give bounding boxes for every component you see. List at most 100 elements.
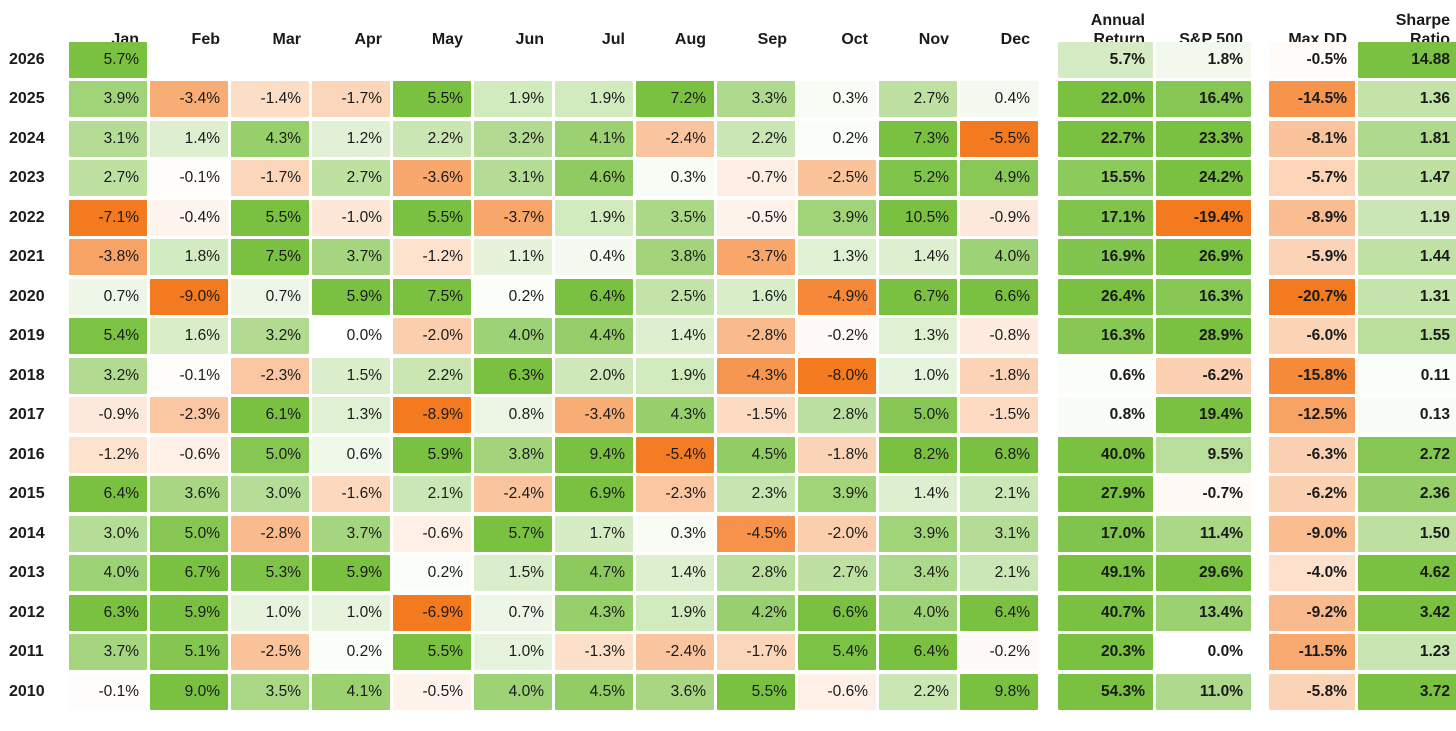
annual-return-cell: 27.9% (1058, 476, 1153, 512)
sp500-cell: 11.4% (1156, 515, 1251, 552)
monthly-cell: 4.0% (474, 318, 552, 354)
monthly-cell: 1.7% (555, 515, 633, 552)
year-label-2015: 2015 (9, 485, 45, 502)
column-spacer (1254, 516, 1266, 552)
monthly-cell: -1.7% (231, 160, 309, 196)
annual-return-cell: 49.1% (1058, 555, 1153, 591)
monthly-cell: -2.8% (231, 515, 309, 552)
monthly-cell: -4.9% (798, 278, 876, 315)
month-header-sep: Sep (757, 30, 787, 48)
year-label-2014: 2014 (9, 524, 45, 542)
monthly-cell: 0.2% (798, 120, 876, 157)
monthly-cell: -3.6% (393, 160, 471, 196)
annual-return-cell: 26.4% (1058, 278, 1153, 315)
annual-return-cell: 22.7% (1058, 120, 1153, 157)
sharpe-cell: 2.36 (1358, 476, 1456, 512)
monthly-cell: -0.1% (150, 357, 228, 394)
monthly-cell: 1.5% (474, 555, 552, 591)
monthly-cell: 5.9% (393, 436, 471, 473)
monthly-cell: 2.5% (636, 278, 714, 315)
monthly-cell: 5.7% (69, 41, 147, 78)
monthly-cell: 6.4% (555, 278, 633, 315)
monthly-cell (879, 42, 957, 78)
monthly-cell: 10.5% (879, 199, 957, 236)
year-label-2010: 2010 (9, 682, 45, 700)
monthly-cell: 5.0% (231, 436, 309, 473)
year-label-2023: 2023 (9, 169, 45, 186)
annual-return-cell: 40.0% (1058, 436, 1153, 473)
monthly-cell: 1.8% (150, 239, 228, 275)
year-label-2024: 2024 (9, 129, 45, 147)
monthly-cell: -0.9% (69, 397, 147, 433)
column-spacer (1254, 42, 1266, 78)
monthly-cell: 2.7% (312, 160, 390, 196)
monthly-cell: 6.1% (231, 397, 309, 433)
monthly-cell: -4.5% (717, 515, 795, 552)
year-label-2022: 2022 (9, 208, 45, 226)
year-label-2020: 2020 (9, 287, 45, 305)
monthly-cell: 3.1% (960, 515, 1038, 552)
sharpe-cell: 4.62 (1358, 555, 1456, 591)
monthly-cell: -2.4% (636, 120, 714, 157)
sharpe-cell: 2.72 (1358, 436, 1456, 473)
monthly-cell: -2.3% (150, 397, 228, 433)
monthly-cell: 2.8% (798, 397, 876, 433)
monthly-cell: 6.8% (960, 436, 1038, 473)
monthly-cell: 1.0% (312, 594, 390, 631)
column-spacer (1041, 279, 1055, 315)
sharpe-cell: 3.72 (1358, 673, 1456, 710)
monthly-cell: 0.7% (231, 278, 309, 315)
column-spacer (1254, 674, 1266, 710)
monthly-cell: -0.9% (960, 199, 1038, 236)
sp500-cell: 29.6% (1156, 555, 1251, 591)
monthly-cell: 3.0% (231, 476, 309, 512)
month-header-oct: Oct (841, 30, 868, 48)
monthly-cell: 1.9% (636, 357, 714, 394)
monthly-cell: 3.6% (636, 673, 714, 710)
monthly-cell: -8.9% (393, 397, 471, 433)
monthly-cell: 5.9% (312, 555, 390, 591)
monthly-cell: 3.9% (69, 81, 147, 117)
monthly-cell: 2.7% (69, 160, 147, 196)
monthly-cell: -6.9% (393, 594, 471, 631)
monthly-cell: 5.5% (393, 634, 471, 670)
monthly-cell: 1.9% (555, 199, 633, 236)
monthly-cell: 6.7% (879, 278, 957, 315)
monthly-cell: 2.0% (555, 357, 633, 394)
monthly-cell: 4.3% (555, 594, 633, 631)
monthly-cell: 5.0% (150, 515, 228, 552)
year-label-2021: 2021 (9, 248, 45, 265)
monthly-cell: 0.2% (312, 634, 390, 670)
monthly-cell: -0.8% (960, 318, 1038, 354)
max-dd-cell: -5.8% (1269, 673, 1355, 710)
month-header-mar: Mar (272, 30, 301, 48)
monthly-cell: -1.6% (312, 476, 390, 512)
monthly-cell: 6.4% (69, 476, 147, 512)
monthly-cell: 4.1% (555, 120, 633, 157)
sp500-cell: -0.7% (1156, 476, 1251, 512)
monthly-cell: -0.6% (798, 673, 876, 710)
monthly-cell: 9.0% (150, 673, 228, 710)
monthly-cell: -1.0% (312, 199, 390, 236)
year-label-2017: 2017 (9, 406, 45, 423)
column-spacer (1041, 516, 1055, 552)
monthly-cell: 5.4% (798, 634, 876, 670)
monthly-cell: 5.2% (879, 160, 957, 196)
annual-return-cell: 40.7% (1058, 594, 1153, 631)
monthly-cell: 1.4% (636, 555, 714, 591)
monthly-cell: -0.5% (717, 199, 795, 236)
monthly-cell: 1.3% (798, 239, 876, 275)
monthly-cell: 2.2% (393, 120, 471, 157)
column-spacer (1254, 358, 1266, 394)
monthly-cell: 1.2% (312, 120, 390, 157)
sp500-cell: 13.4% (1156, 594, 1251, 631)
sharpe-cell: 1.55 (1358, 318, 1456, 354)
monthly-cell: -2.8% (717, 318, 795, 354)
monthly-cell: -0.7% (717, 160, 795, 196)
year-label-2026: 2026 (9, 50, 45, 68)
sp500-cell: 19.4% (1156, 397, 1251, 433)
month-header-feb: Feb (191, 30, 220, 48)
monthly-cell: 0.4% (555, 239, 633, 275)
sp500-cell: 16.4% (1156, 81, 1251, 117)
monthly-cell: -9.0% (150, 278, 228, 315)
